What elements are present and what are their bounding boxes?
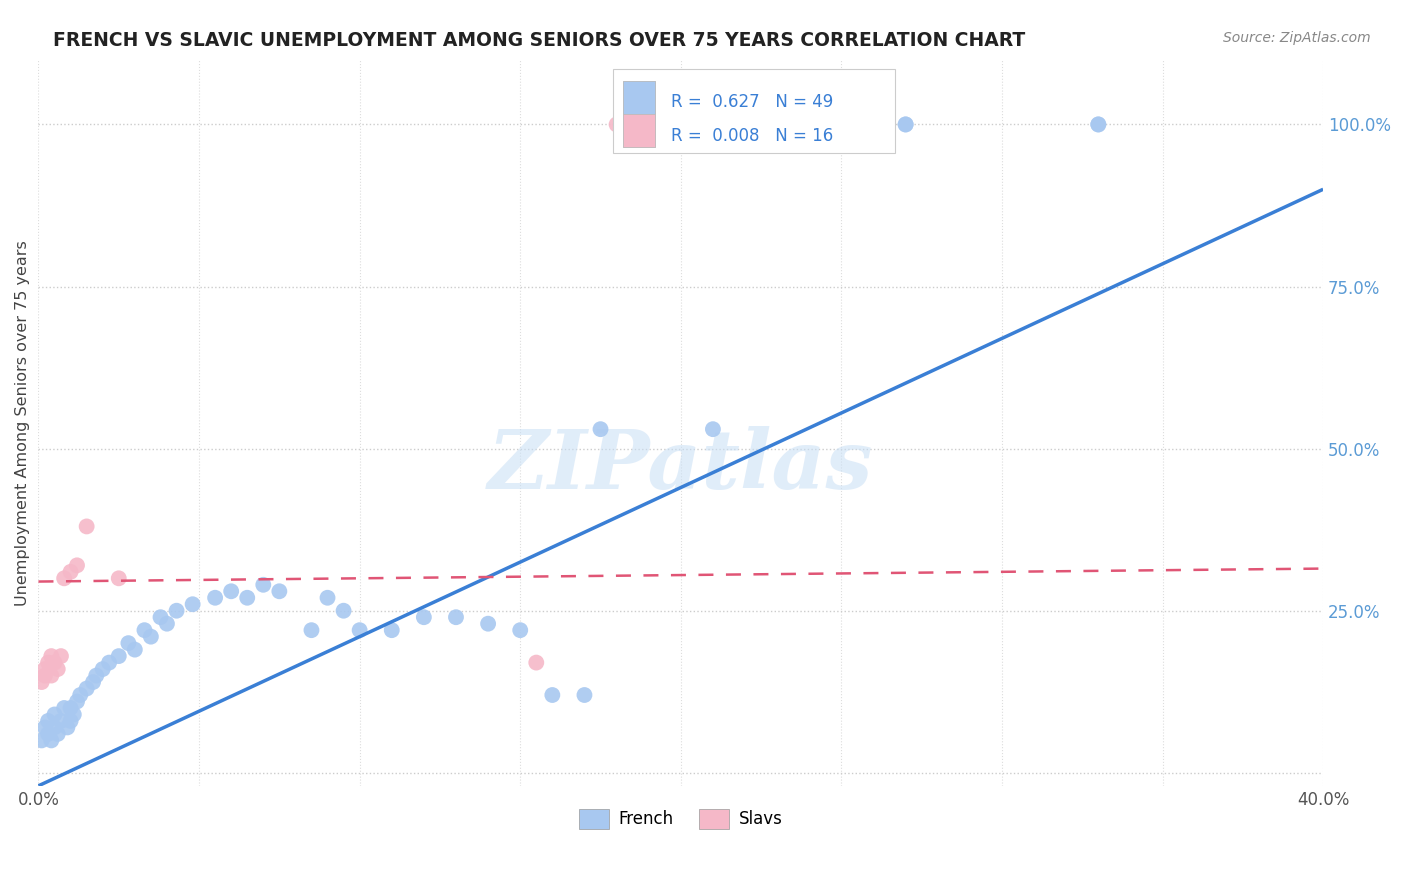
Text: FRENCH VS SLAVIC UNEMPLOYMENT AMONG SENIORS OVER 75 YEARS CORRELATION CHART: FRENCH VS SLAVIC UNEMPLOYMENT AMONG SENI… xyxy=(53,31,1026,50)
Point xyxy=(107,571,129,585)
Text: R =  0.627   N = 49: R = 0.627 N = 49 xyxy=(671,93,832,111)
Point xyxy=(181,597,204,611)
Point xyxy=(62,707,84,722)
Text: ZIPatlas: ZIPatlas xyxy=(488,426,873,507)
Point xyxy=(349,623,371,637)
Point xyxy=(117,636,139,650)
Point xyxy=(107,649,129,664)
Point xyxy=(606,118,628,132)
Y-axis label: Unemployment Among Seniors over 75 years: Unemployment Among Seniors over 75 years xyxy=(15,240,30,606)
Point xyxy=(66,694,89,708)
FancyBboxPatch shape xyxy=(623,81,655,114)
Point xyxy=(139,630,162,644)
Point xyxy=(34,721,56,735)
Point xyxy=(31,675,53,690)
Point xyxy=(44,707,66,722)
Point xyxy=(204,591,226,605)
Point xyxy=(717,118,740,132)
Point xyxy=(124,642,146,657)
Point xyxy=(589,422,612,436)
Point xyxy=(53,701,76,715)
Point xyxy=(1087,118,1109,132)
Point xyxy=(156,616,179,631)
Point xyxy=(59,714,82,728)
Point xyxy=(56,721,79,735)
Point xyxy=(34,662,56,676)
Point xyxy=(53,571,76,585)
Point xyxy=(46,662,69,676)
Point xyxy=(37,727,59,741)
Point xyxy=(381,623,404,637)
Point xyxy=(316,591,339,605)
Point xyxy=(34,668,56,682)
Point xyxy=(444,610,467,624)
Point xyxy=(49,649,72,664)
Point xyxy=(76,681,98,696)
Point xyxy=(621,118,644,132)
Point xyxy=(39,733,62,747)
Point xyxy=(44,721,66,735)
FancyBboxPatch shape xyxy=(613,69,896,153)
Point xyxy=(509,623,531,637)
Point xyxy=(98,656,121,670)
Point xyxy=(44,656,66,670)
Text: R =  0.008   N = 16: R = 0.008 N = 16 xyxy=(671,127,832,145)
Point xyxy=(524,656,547,670)
Point xyxy=(574,688,596,702)
Point xyxy=(59,701,82,715)
Point xyxy=(31,733,53,747)
Point xyxy=(84,668,107,682)
Point xyxy=(69,688,91,702)
Point xyxy=(59,565,82,579)
Point xyxy=(76,519,98,533)
Point xyxy=(412,610,434,624)
Text: Source: ZipAtlas.com: Source: ZipAtlas.com xyxy=(1223,31,1371,45)
Point xyxy=(477,616,499,631)
Point xyxy=(46,727,69,741)
Point xyxy=(252,578,274,592)
Point xyxy=(37,656,59,670)
Point xyxy=(1087,118,1109,132)
Point xyxy=(269,584,291,599)
Point xyxy=(301,623,323,637)
Point xyxy=(82,675,104,690)
Point xyxy=(166,604,188,618)
Legend: French, Slavs: French, Slavs xyxy=(572,802,790,836)
FancyBboxPatch shape xyxy=(623,114,655,147)
Point xyxy=(134,623,156,637)
Point xyxy=(39,668,62,682)
Point xyxy=(332,604,354,618)
Point xyxy=(37,714,59,728)
Point xyxy=(702,422,724,436)
Point xyxy=(541,688,564,702)
Point xyxy=(894,118,917,132)
Point xyxy=(91,662,114,676)
Point xyxy=(219,584,242,599)
Point xyxy=(236,591,259,605)
Point xyxy=(39,649,62,664)
Point xyxy=(49,714,72,728)
Point xyxy=(66,558,89,573)
Point xyxy=(149,610,172,624)
Point xyxy=(894,118,917,132)
